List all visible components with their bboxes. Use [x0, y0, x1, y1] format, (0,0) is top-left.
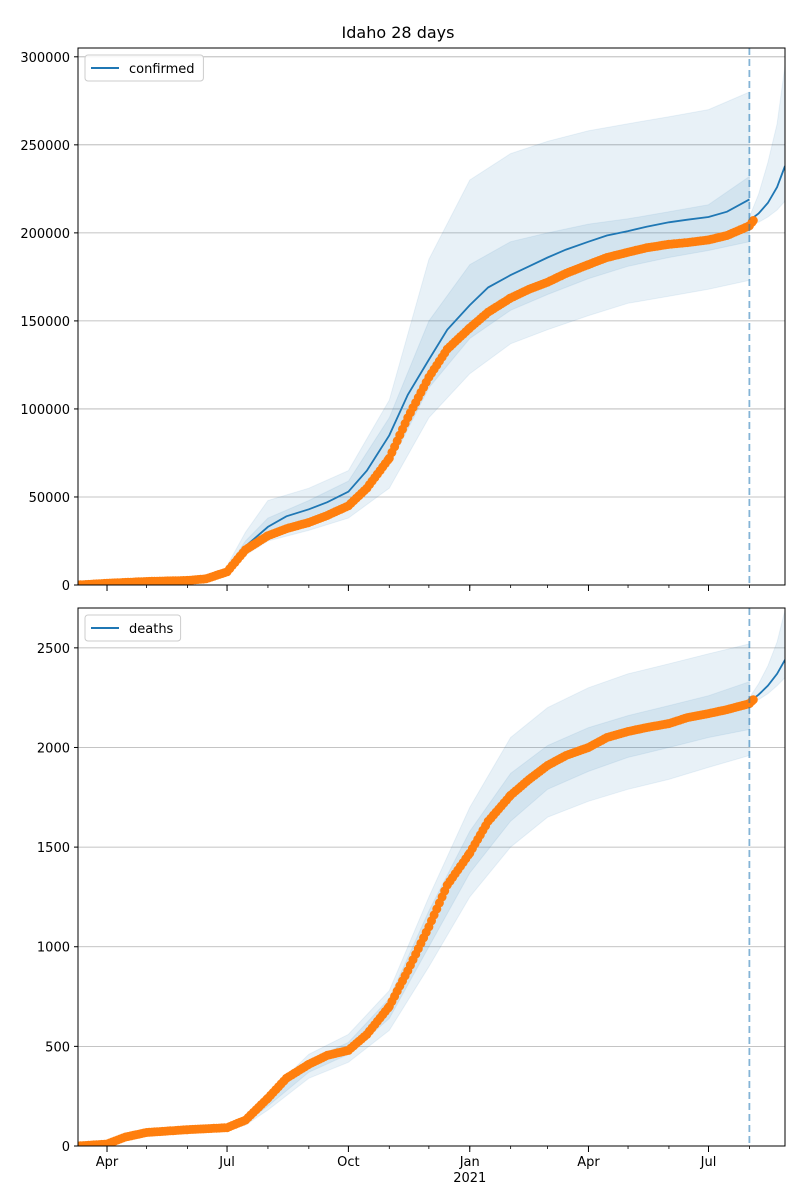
- y-tick-label: 500: [45, 1040, 70, 1055]
- legend-box: [84, 614, 182, 642]
- chart-title: Idaho 28 days: [342, 23, 455, 42]
- x-tick-label: Jan: [459, 1155, 480, 1170]
- observed-point: [748, 216, 758, 225]
- axes-frame: [77, 607, 786, 1147]
- y-tick-label: 0: [62, 579, 70, 594]
- y-tick-label: 2500: [37, 642, 70, 657]
- legend-label: deaths: [129, 622, 174, 637]
- y-tick-label: 1000: [37, 941, 70, 956]
- y-tick-label: 1500: [37, 841, 70, 856]
- confirmed-panel: 0 50000 100000 150000 200000 250000 300000 conf…: [20, 47, 786, 594]
- y-tick-label: 0: [62, 1140, 70, 1155]
- observed-points: [78, 695, 758, 1146]
- legend: confirmed: [84, 54, 204, 82]
- x-tick-label: Jul: [218, 1155, 235, 1170]
- observed-point: [748, 695, 758, 705]
- x-tick-label: Apr: [96, 1155, 119, 1170]
- x-tick-label: Apr: [577, 1155, 600, 1170]
- x-tick-label: Oct: [337, 1155, 359, 1170]
- legend: deaths: [84, 614, 182, 642]
- y-tick-label: 300000: [20, 51, 70, 66]
- x-tick-label: Jul: [700, 1155, 717, 1170]
- y-tick-label: 100000: [20, 403, 70, 418]
- observed-points: [78, 216, 758, 585]
- y-tick-label: 150000: [20, 315, 70, 330]
- y-tick-label: 2000: [37, 741, 70, 756]
- plot-area: [78, 609, 785, 1146]
- x-tick-sublabel: 2021: [453, 1171, 486, 1186]
- y-tick-label: 250000: [20, 139, 70, 154]
- axes-frame: [77, 47, 786, 586]
- legend-label: confirmed: [129, 62, 195, 77]
- y-tick-label: 200000: [20, 227, 70, 242]
- legend-box: [84, 54, 204, 82]
- series-line: [748, 165, 785, 222]
- y-tick-label: 50000: [29, 491, 70, 506]
